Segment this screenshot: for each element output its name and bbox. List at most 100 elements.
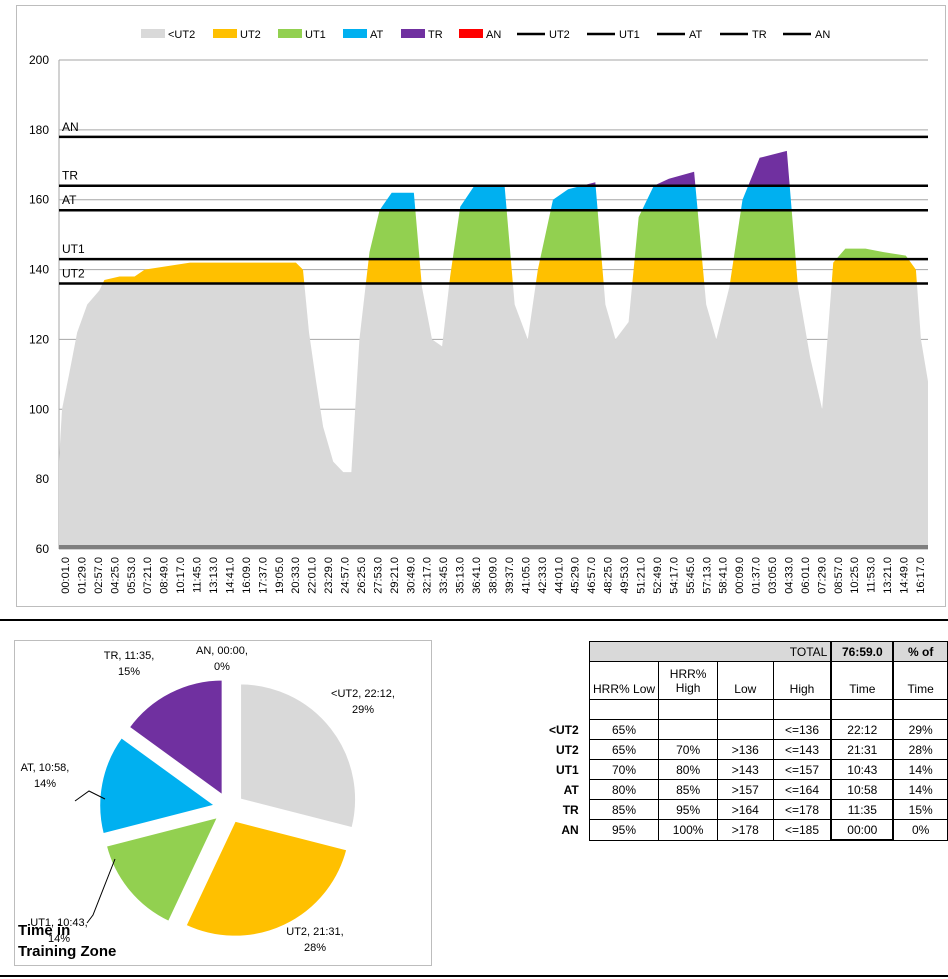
zone-band-UT2 [59,259,928,284]
x-tick-label: 46:57.0 [586,557,598,594]
pie-label-ut2b: 29% [352,704,374,716]
header-low: Low [716,661,774,700]
x-tick-label: 23:29.0 [323,557,335,594]
zone-band-TR [59,150,928,186]
header-time: Time [830,661,895,700]
x-tick-label: 06:01.0 [800,557,812,594]
y-tick-label: 160 [29,193,49,207]
low-cell: >164 [716,799,774,820]
pie-slice-ut2 [184,819,349,938]
table-row: UT1 70% 80% >143 <=157 10:43 14% [549,759,948,780]
hrr-high-cell: 70% [658,739,718,760]
divider-top [0,619,948,621]
pie-title-line-2: Training Zone [18,943,117,960]
x-tick-label: 14:49.0 [899,557,911,594]
table-row: <UT2 65% <=136 22:12 29% [549,719,948,740]
zone-table: TOTAL 76:59.0 % of HRR% Low HRR% High Lo… [549,641,948,841]
x-tick-label: 44:01.0 [553,557,565,594]
high-cell: <=136 [772,719,832,740]
legend-label: <UT2 [168,29,195,41]
header-hrr-high-1: HRR% [669,666,707,681]
x-tick-label: 36:41.0 [471,557,483,594]
x-tick-label: 11:45.0 [192,557,204,593]
time-cell: 10:58 [830,779,895,800]
zone-line-label-at: AT [62,193,77,207]
x-tick-label: 22:01.0 [307,557,319,594]
pie-label-ut1: UT1, 10:43, [30,917,87,929]
pie-chart-frame: <UT2, 22:12, 29% UT2, 21:31, 28% UT1, 10:43,… [14,640,432,966]
total-label: TOTAL [588,641,832,662]
pct-cell: 14% [892,779,948,800]
table-spacer-row [549,699,948,720]
pie-label-ut1: 14% [48,933,70,945]
zone-line-label-ut2: UT2 [62,267,85,281]
time-cell: 22:12 [830,719,895,740]
x-tick-label: 11:53.0 [866,557,878,593]
x-tick-label: 08:57.0 [833,557,845,594]
x-tick-label: 01:37.0 [751,557,763,594]
x-tick-label: 58:41.0 [718,557,730,594]
hrr-low-cell: 85% [588,799,660,820]
time-cell: 21:31 [830,739,895,760]
pie-label-tr: 15% [118,666,140,678]
header-hrr-high-2: High [675,680,701,695]
x-tick-label: 30:49.0 [405,557,417,594]
x-tick-label: 17:37.0 [257,557,269,594]
zone-line-label-ut1: UT1 [62,242,85,256]
zone-label: UT2 [556,742,579,757]
zone-label: AN [561,822,579,837]
total-time: 76:59.0 [830,641,895,662]
table-row: TR 85% 95% >164 <=178 11:35 15% [549,799,948,820]
zone-band-ltUT2 [59,283,928,549]
low-cell: >143 [716,759,774,780]
x-tick-label: 14:41.0 [224,557,236,594]
legend-label: TR [752,29,767,41]
high-cell: <=185 [772,819,832,841]
legend-label: AN [815,29,830,41]
y-tick-label: 60 [36,542,50,556]
low-cell: >136 [716,739,774,760]
time-cell: 11:35 [830,799,895,820]
x-tick-label: 32:17.0 [422,557,434,594]
x-tick-label: 16:09.0 [241,557,253,594]
x-tick-label: 00:09.0 [734,557,746,594]
pie-title: Time in Training Zone [18,920,116,962]
legend-label: AN [486,29,501,41]
x-tick-label: 26:25.0 [356,557,368,594]
high-cell: <=143 [772,739,832,760]
x-tick-label: 07:21.0 [142,557,154,594]
pie-label-an: 0% [214,661,230,673]
y-tick-label: 80 [36,472,50,486]
x-tick-label: 33:45.0 [438,557,450,594]
x-tick-label: 57:13.0 [701,557,713,594]
pie-label-an: AN, 00:00, [196,645,248,657]
pie-label-ut2: 28% [304,942,326,954]
low-cell [716,719,774,740]
x-tick-label: 45:29.0 [570,557,582,594]
pie-title-line-1: Time in [18,922,71,939]
x-tick-label: 10:17.0 [175,557,187,594]
x-tick-label: 20:33.0 [290,557,302,594]
legend-label: UT2 [240,29,261,41]
hrr-high-cell [658,719,718,740]
time-cell: 10:43 [830,759,895,780]
x-tick-label: 27:53.0 [372,557,384,594]
pct-header: % of [892,641,948,662]
hrr-high-cell: 95% [658,799,718,820]
x-tick-label: 38:09.0 [488,557,500,594]
pie-slice-ltut2 [239,682,358,830]
table-row: UT2 65% 70% >136 <=143 21:31 28% [549,739,948,760]
pie-slice-at [98,735,218,836]
low-cell: >178 [716,819,774,841]
table-row: AN 95% 100% >178 <=185 00:00 0% [549,819,948,841]
header-pct-time: Time [892,661,948,700]
x-tick-label: 19:05.0 [274,557,286,594]
legend-swatch-ut2 [213,29,237,38]
pie-label-at: 14% [34,778,56,790]
y-tick-label: 120 [29,332,49,346]
table-total-row: TOTAL 76:59.0 % of [549,641,948,662]
x-tick-label: 54:17.0 [668,557,680,594]
x-tick-label: 41:05.0 [520,557,532,594]
hrr-low-cell: 95% [588,819,660,841]
legend-swatch-at [343,29,367,38]
